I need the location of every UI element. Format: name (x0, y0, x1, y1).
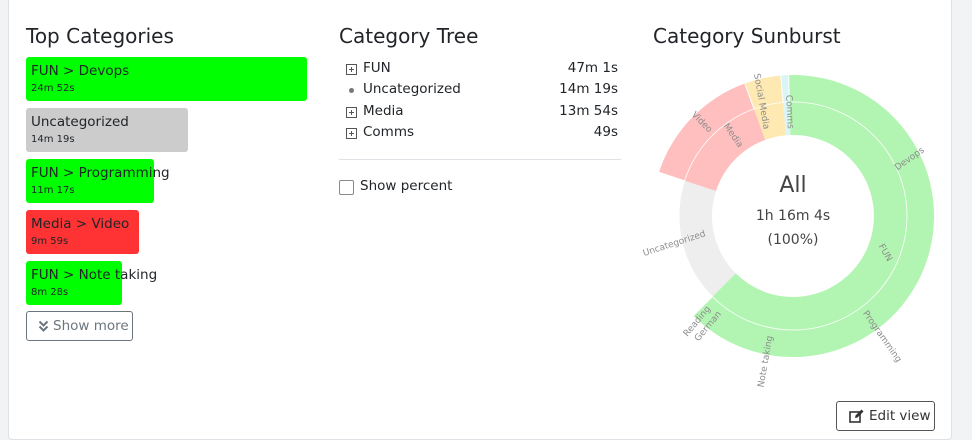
top-category-name: FUN > Devops (31, 63, 130, 79)
sunburst-center-label: All (779, 173, 806, 198)
show-more-button[interactable]: Show more (26, 311, 133, 341)
tree-row-duration: 13m 54s (559, 103, 618, 119)
top-category-bar[interactable]: FUN > Devops 24m 52s (26, 57, 307, 101)
sunburst-segment-outer-social[interactable] (744, 75, 784, 109)
top-category-duration: 24m 52s (31, 83, 75, 94)
tree-row-label: Comms (363, 124, 415, 140)
top-category-bar[interactable]: FUN > Note taking 8m 28s (26, 261, 157, 305)
expand-icon[interactable] (346, 128, 357, 139)
top-category-bar[interactable]: FUN > Programming 11m 17s (26, 159, 170, 203)
tree-row-duration: 49s (593, 124, 618, 140)
top-category-bar[interactable]: Media > Video 9m 59s (26, 210, 139, 254)
tree-row-duration: 47m 1s (567, 60, 618, 76)
edit-icon (849, 409, 864, 423)
top-category-name: FUN > Note taking (31, 267, 158, 283)
top-category-duration: 14m 19s (31, 134, 75, 145)
show-percent-checkbox[interactable] (339, 180, 354, 195)
top-category-duration: 8m 28s (31, 287, 69, 298)
top-category-name: FUN > Programming (31, 165, 170, 181)
tree-row-comms[interactable]: Comms 49s (346, 124, 618, 147)
top-category-duration: 11m 17s (31, 185, 75, 196)
sunburst-segment-fun[interactable] (712, 102, 908, 331)
sunburst-segment-media[interactable] (684, 108, 766, 191)
show-percent-label[interactable]: Show percent (360, 178, 453, 194)
sunburst-chart: Devops Programming Note taking German Re… (642, 73, 935, 388)
tree-row-duration: 14m 19s (559, 81, 618, 97)
tree-row-fun[interactable]: FUN 47m 1s (346, 60, 618, 83)
sunburst-center-duration: 1h 16m 4s (756, 208, 830, 224)
tree-divider (339, 159, 621, 160)
tree-row-uncategorized[interactable]: Uncategorized 14m 19s (346, 81, 618, 104)
sunburst-segment-social-media[interactable] (754, 102, 786, 140)
sunburst-center-percent: (100%) (768, 232, 819, 248)
edit-view-button[interactable]: Edit view (836, 401, 935, 431)
sunburst-label: Comms (783, 95, 795, 130)
sunburst-segment-outer-fun[interactable] (693, 75, 935, 358)
tree-row-label: Media (363, 103, 404, 119)
top-categories-title: Top Categories (26, 24, 174, 48)
expand-icon[interactable] (346, 107, 357, 118)
tree-row-label: FUN (363, 60, 391, 76)
show-more-label: Show more (53, 318, 129, 334)
bullet-icon (349, 88, 354, 93)
category-tree-title: Category Tree (339, 24, 479, 48)
top-category-duration: 9m 59s (31, 236, 69, 247)
tree-row-label: Uncategorized (363, 81, 461, 97)
expand-icon[interactable] (346, 64, 357, 75)
sunburst-segment-uncategorized[interactable] (679, 180, 736, 297)
top-category-name: Uncategorized (31, 114, 129, 130)
top-category-bar[interactable]: Uncategorized 14m 19s (26, 108, 188, 152)
sunburst-title: Category Sunburst (653, 24, 841, 48)
sunburst-segment-im[interactable] (783, 102, 791, 136)
edit-view-label: Edit view (869, 408, 931, 424)
tree-row-media[interactable]: Media 13m 54s (346, 103, 618, 126)
sunburst-segment-outer-media[interactable] (658, 83, 754, 181)
top-category-name: Media > Video (31, 216, 130, 232)
chevron-double-down-icon (38, 320, 49, 332)
